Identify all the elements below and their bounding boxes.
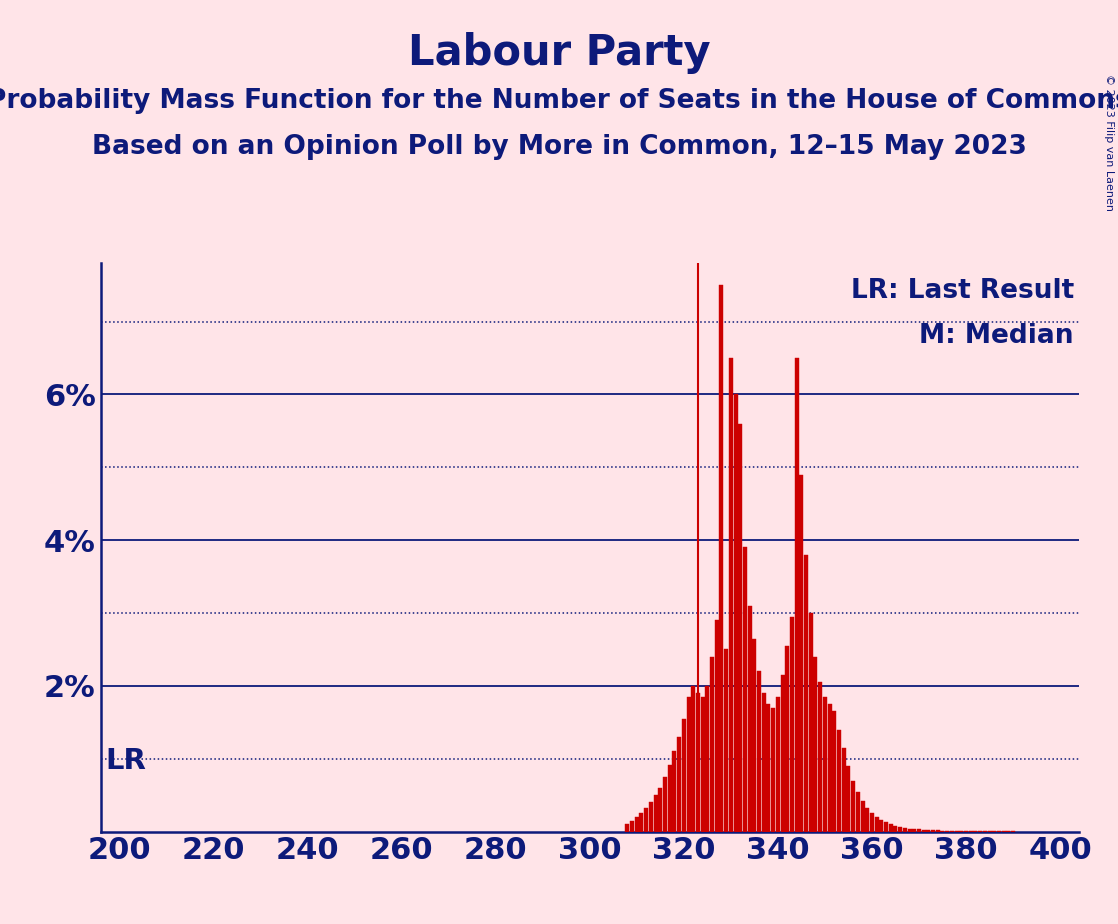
Bar (861, 801, 864, 832)
Bar (837, 730, 841, 832)
Bar (695, 693, 700, 832)
Text: LR: LR (105, 747, 146, 775)
Bar (701, 697, 704, 832)
Bar (748, 606, 751, 832)
Bar (776, 697, 780, 832)
Bar (738, 423, 742, 832)
Bar (931, 830, 935, 832)
Bar (851, 781, 855, 832)
Text: © 2023 Filip van Laenen: © 2023 Filip van Laenen (1105, 74, 1114, 211)
Text: Based on an Opinion Poll by More in Common, 12–15 May 2023: Based on an Opinion Poll by More in Comm… (92, 134, 1026, 160)
Bar (927, 830, 930, 832)
Text: Labour Party: Labour Party (408, 32, 710, 74)
Bar (884, 822, 888, 832)
Bar (635, 817, 638, 832)
Bar (672, 751, 676, 832)
Bar (808, 613, 813, 832)
Bar (639, 813, 644, 832)
Bar (912, 830, 917, 832)
Bar (804, 554, 808, 832)
Bar (757, 672, 761, 832)
Bar (714, 620, 719, 832)
Bar (682, 719, 685, 832)
Bar (917, 830, 921, 832)
Bar (710, 657, 714, 832)
Bar (889, 824, 893, 832)
Bar (908, 829, 911, 832)
Bar (827, 704, 832, 832)
Bar (654, 796, 657, 832)
Bar (865, 808, 869, 832)
Bar (720, 286, 723, 832)
Bar (767, 704, 770, 832)
Text: LR: Last Result: LR: Last Result (851, 277, 1074, 304)
Bar (733, 395, 738, 832)
Bar (631, 821, 634, 832)
Bar (663, 777, 667, 832)
Bar (898, 827, 902, 832)
Bar (846, 766, 851, 832)
Bar (625, 824, 629, 832)
Bar (686, 697, 691, 832)
Bar (823, 697, 827, 832)
Bar (659, 788, 662, 832)
Bar (814, 657, 817, 832)
Bar (729, 358, 732, 832)
Bar (874, 817, 879, 832)
Bar (691, 686, 695, 832)
Bar (780, 675, 785, 832)
Bar (903, 828, 907, 832)
Bar (761, 693, 766, 832)
Bar (785, 646, 789, 832)
Bar (644, 808, 648, 832)
Bar (818, 682, 822, 832)
Bar (648, 802, 653, 832)
Bar (893, 826, 898, 832)
Bar (705, 686, 709, 832)
Bar (855, 792, 860, 832)
Bar (795, 358, 798, 832)
Bar (921, 830, 926, 832)
Bar (842, 748, 845, 832)
Bar (799, 475, 804, 832)
Bar (832, 711, 836, 832)
Bar (870, 813, 874, 832)
Bar (678, 737, 681, 832)
Bar (880, 820, 883, 832)
Text: Probability Mass Function for the Number of Seats in the House of Commons: Probability Mass Function for the Number… (0, 88, 1118, 114)
Bar (724, 650, 728, 832)
Bar (790, 616, 794, 832)
Bar (771, 708, 775, 832)
Bar (743, 547, 747, 832)
Bar (667, 764, 672, 832)
Bar (752, 638, 757, 832)
Text: M: Median: M: Median (919, 323, 1074, 349)
Bar (936, 830, 940, 832)
